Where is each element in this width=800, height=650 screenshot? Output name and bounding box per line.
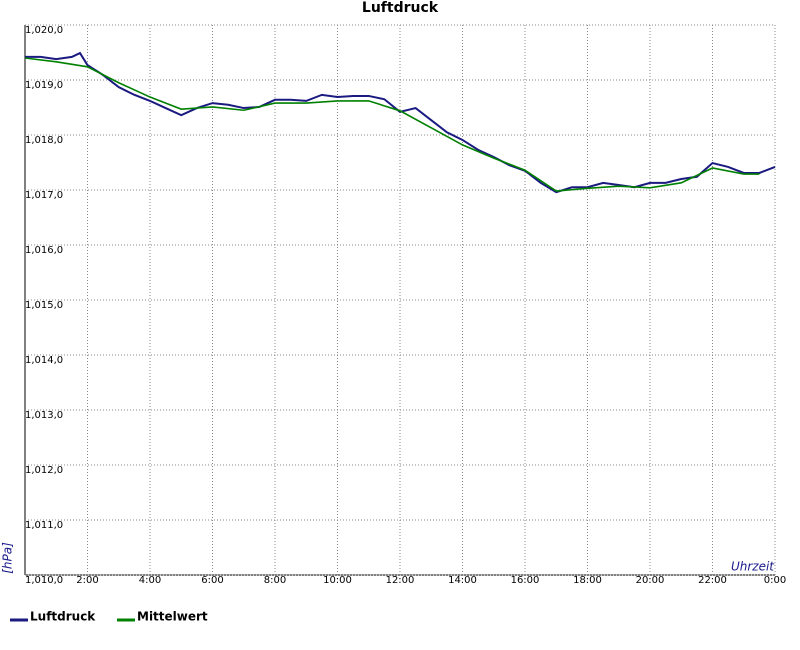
y-tick-label: 1,013,0 — [25, 410, 63, 421]
x-tick-label: 20:00 — [636, 575, 665, 586]
data-line — [25, 51, 776, 194]
y-tick-label: 1,017,0 — [25, 190, 63, 201]
legend-text: Luftdruck — [30, 610, 96, 624]
y-tick-label: 1,010,0 — [25, 575, 63, 586]
y-tick-label: 1,011,0 — [25, 520, 63, 531]
x-tick-label: 16:00 — [511, 575, 540, 586]
x-tick-label: 8:00 — [264, 575, 286, 586]
y-tick-label: 1,020,0 — [25, 25, 63, 36]
x-tick-label: 6:00 — [201, 575, 223, 586]
y-tick-label: 1,015,0 — [25, 300, 63, 311]
y-tick-label: 1,014,0 — [25, 355, 63, 366]
x-tick-label: 0:00 — [764, 575, 786, 586]
x-tick-label: 22:00 — [698, 575, 727, 586]
x-tick-label: 2:00 — [76, 575, 98, 586]
x-tick-label: 4:00 — [139, 575, 161, 586]
data-line — [24, 57, 760, 192]
x-tick-label: 14:00 — [448, 575, 477, 586]
y-axis-label: [hPa] — [1, 542, 15, 574]
y-tick-label: 1,019,0 — [25, 80, 63, 91]
x-tick-label: 10:00 — [323, 575, 352, 586]
y-tick-label: 1,018,0 — [25, 135, 63, 146]
x-tick-label: 18:00 — [573, 575, 602, 586]
x-tick-label: 12:00 — [386, 575, 415, 586]
x-axis-label: Uhrzeit — [731, 560, 775, 574]
legend-text: Mittelwert — [137, 610, 208, 624]
y-tick-label: 1,012,0 — [25, 465, 63, 476]
chart-title: Luftdruck — [362, 0, 439, 16]
y-tick-label: 1,016,0 — [25, 245, 63, 256]
